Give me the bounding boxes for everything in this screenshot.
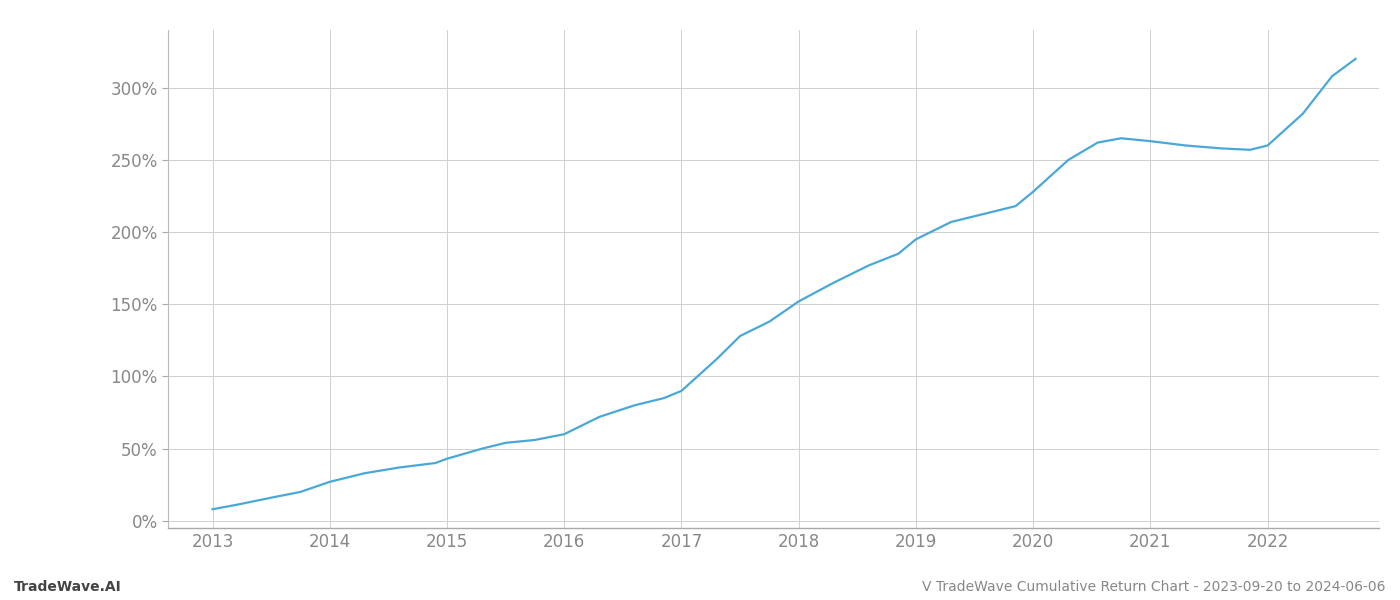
Text: V TradeWave Cumulative Return Chart - 2023-09-20 to 2024-06-06: V TradeWave Cumulative Return Chart - 20…: [923, 580, 1386, 594]
Text: TradeWave.AI: TradeWave.AI: [14, 580, 122, 594]
